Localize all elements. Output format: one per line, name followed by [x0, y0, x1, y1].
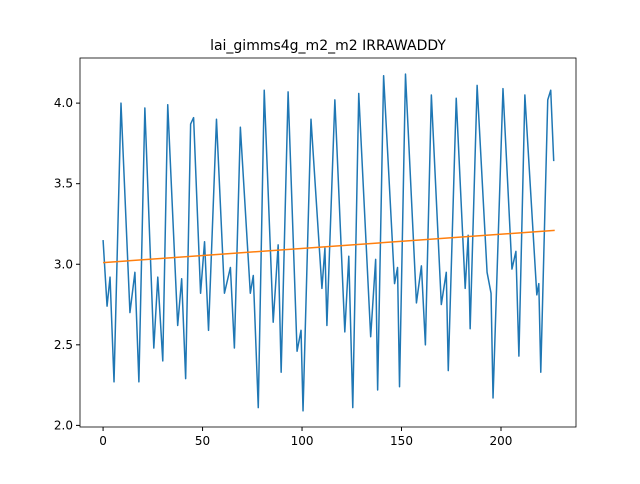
y-tick-label: 3.5: [54, 177, 73, 191]
y-tick-label: 4.0: [54, 96, 73, 110]
y-tick-label: 3.0: [54, 257, 73, 271]
y-tick-label: 2.0: [54, 418, 73, 432]
x-tick-label: 100: [291, 434, 314, 448]
line-series: [102, 73, 555, 412]
x-tick-label: 150: [390, 434, 413, 448]
y-tick-label: 2.5: [54, 338, 73, 352]
x-tick-label: 200: [490, 434, 513, 448]
x-tick-label: 0: [99, 434, 107, 448]
line-series: [103, 229, 555, 264]
x-tick-label: 50: [195, 434, 210, 448]
chart-title: lai_gimms4g_m2_m2 IRRAWADDY: [210, 38, 446, 54]
plot-frame: [79, 57, 577, 428]
